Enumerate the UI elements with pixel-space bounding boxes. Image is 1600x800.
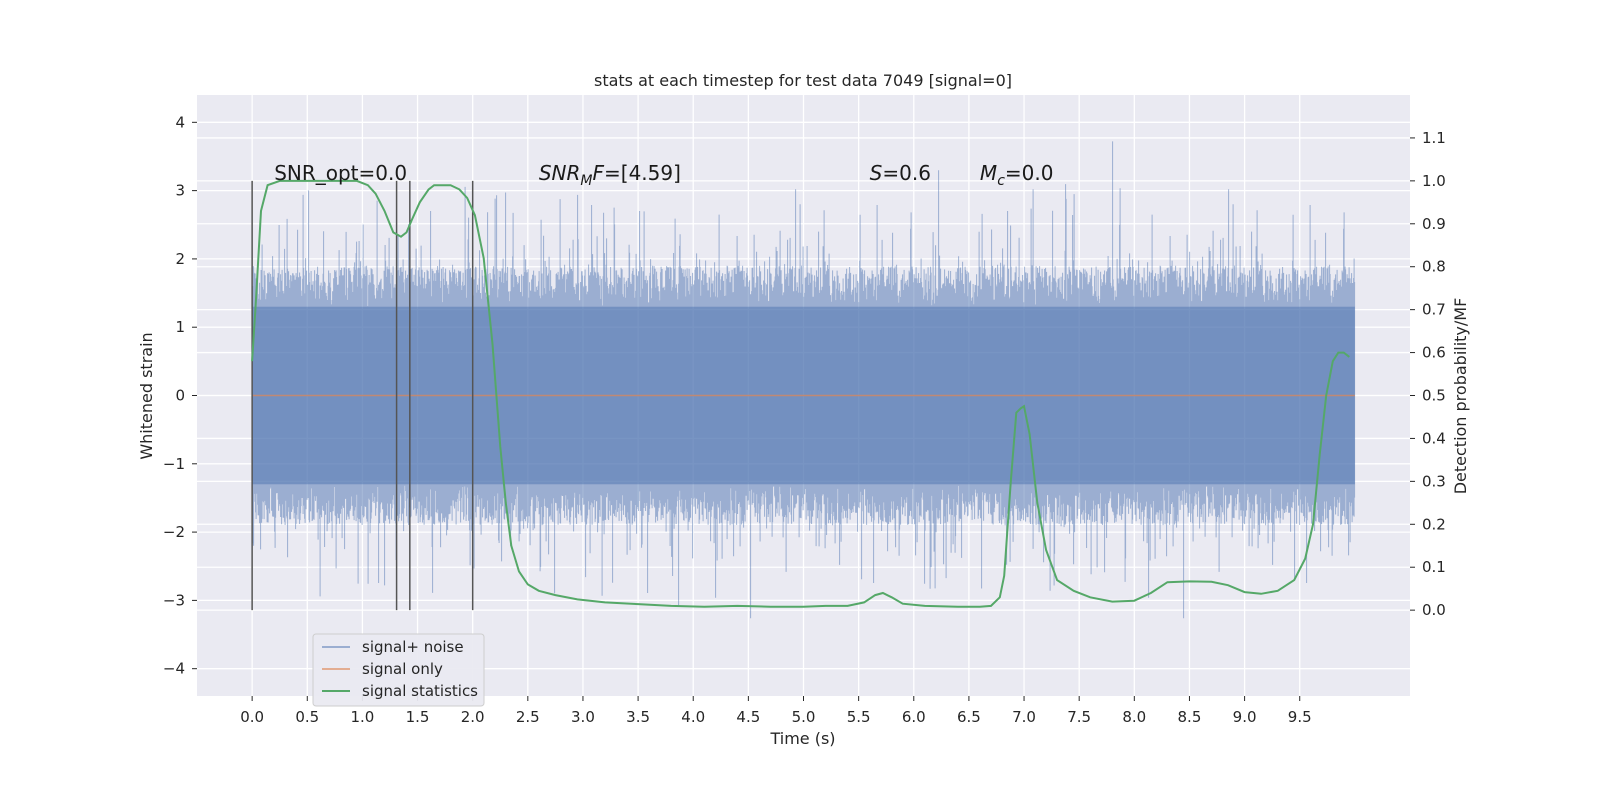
x-tick-label: 3.5 [626,708,650,726]
y-right-tick-label: 0.9 [1422,215,1446,233]
legend-label-signal-statistics: signal statistics [362,682,478,700]
legend: signal+ noise signal only signal statist… [312,633,485,707]
y-left-tick-label: 0 [175,387,185,405]
x-tick-label: 0.0 [240,708,264,726]
y-left-tick-label: 1 [175,318,185,336]
event-markers [251,180,474,611]
x-tick-label: 6.5 [957,708,981,726]
y-left-tick-label: 3 [175,182,185,200]
x-tick-label: 0.5 [295,708,319,726]
y-axis-left-title: Whitened strain [137,332,156,459]
y-right-tick-label: 0.6 [1422,344,1446,362]
x-tick-label: 4.0 [681,708,705,726]
annotation: SNRMF=[4.59] [539,161,681,189]
y-right-tick-label: 1.0 [1422,172,1446,190]
y-axis-right-ticks: 1.1 1.0 0.9 0.8 0.7 0.6 0.5 0.4 0.3 0.2 0.1 0.0 [1410,129,1446,619]
y-left-tick-label: 2 [175,250,185,268]
y-right-tick-label: 0.5 [1422,387,1446,405]
y-left-tick-label: −1 [163,455,185,473]
signal-statistics-line [251,179,1350,608]
y-left-tick-label: −3 [163,591,185,609]
y-right-tick-label: 1.1 [1422,129,1446,147]
x-tick-label: 8.0 [1122,708,1146,726]
y-axis-left-ticks: 4 3 2 1 0 −1 −2 −3 −4 [163,113,197,678]
y-left-tick-label: −4 [163,660,185,678]
y-right-tick-label: 0.0 [1422,601,1446,619]
x-axis-title: Time (s) [769,729,835,748]
y-right-tick-label: 0.4 [1422,429,1446,447]
y-right-tick-label: 0.3 [1422,472,1446,490]
legend-box [312,633,485,707]
y-right-tick-label: 0.1 [1422,558,1446,576]
y-left-tick-label: −2 [163,523,185,541]
annotation: S=0.6 [870,161,931,185]
y-left-tick-label: 4 [175,113,185,131]
x-tick-label: 9.0 [1233,708,1257,726]
x-tick-label: 8.5 [1178,708,1202,726]
annotation: SNR_opt=0.0 [274,161,407,185]
x-tick-label: 4.5 [736,708,760,726]
legend-label-signal-only: signal only [362,660,443,678]
x-tick-label: 5.0 [792,708,816,726]
chart-title: stats at each timestep for test data 704… [594,71,1012,90]
y-right-tick-label: 0.7 [1422,301,1446,319]
x-tick-label: 2.0 [461,708,485,726]
legend-label-signal-plus-noise: signal+ noise [362,638,464,656]
x-tick-label: 9.5 [1288,708,1312,726]
annotation: Mc=0.0 [980,161,1054,189]
y-right-tick-label: 0.2 [1422,515,1446,533]
annotations: SNR_opt=0.0 SNRMF=[4.59] S=0.6 Mc=0.0 [274,161,1053,189]
x-tick-label: 3.0 [571,708,595,726]
x-tick-label: 1.5 [406,708,430,726]
series-signal-statistics [251,179,1350,608]
y-right-tick-label: 0.8 [1422,258,1446,276]
x-tick-label: 1.0 [350,708,374,726]
x-tick-label: 5.5 [847,708,871,726]
x-tick-label: 7.0 [1012,708,1036,726]
x-tick-label: 6.0 [902,708,926,726]
x-axis-ticks: 0.0 0.5 1.0 1.5 2.0 2.5 3.0 3.5 4.0 4.5 5.0 5.5 6.0 6… [240,696,1312,726]
x-tick-label: 7.5 [1067,708,1091,726]
x-tick-label: 2.5 [516,708,540,726]
y-axis-right-title: Detection probability/MF [1451,298,1470,495]
